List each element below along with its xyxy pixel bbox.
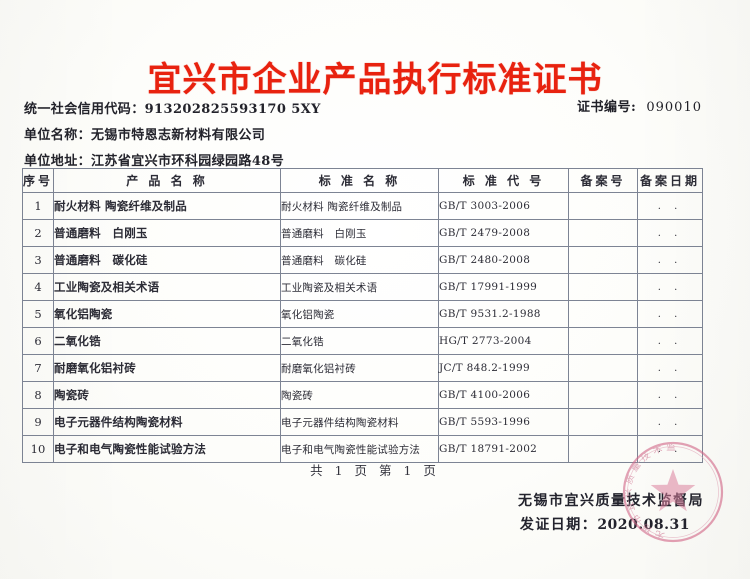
table-row: 1 耐火材料 陶瓷纤维及制品 耐火材料 陶瓷纤维及制品 GB/T 3003-2006.…: [22, 192, 703, 220]
cell-record-date: . .: [637, 300, 703, 328]
credit-code-value: 913202825593170 5XY: [144, 102, 321, 117]
page-title: 宜兴市企业产品执行标准证书: [147, 60, 603, 100]
cell-record-no: [568, 273, 638, 301]
cell-standard-name: 氧化铝陶瓷: [280, 300, 439, 328]
cell-index: 8: [22, 381, 54, 409]
cell-product-name: 普通磨料 碳化硅: [53, 246, 281, 274]
table-row: 5 氧化铝陶瓷 氧化铝陶瓷 GB/T 9531.2-1988. .: [22, 300, 703, 328]
cell-product-name: 耐火材料 陶瓷纤维及制品: [53, 192, 281, 220]
cell-record-no: [568, 219, 638, 247]
cell-standard-code: GB/T 5593-1996: [438, 408, 569, 436]
table-row: 4 工业陶瓷及相关术语 工业陶瓷及相关术语 GB/T 17991-1999. .: [22, 273, 703, 301]
unit-name-label: 单位名称：: [24, 128, 92, 143]
cell-product-name: 电子和电气陶瓷性能试验方法: [53, 435, 281, 463]
cell-record-date: . .: [637, 408, 703, 436]
issue-date: 发证日期：2020.08.31: [520, 514, 690, 534]
cell-record-date: . .: [637, 273, 703, 301]
cell-standard-code: JC/T 848.2-1999: [438, 354, 569, 382]
table-row: 6 二氧化锆 二氧化锆 HG/T 2773-2004. .: [22, 327, 703, 355]
column-header-record-no: 备案号: [568, 168, 638, 193]
table-header-row: 序号 产 品 名 称 标 准 名 称 标 准 代 号 备案号 备案日期: [22, 168, 703, 193]
table-row: 9 电子元器件结构陶瓷材料 电子元器件结构陶瓷材料 GB/T 5593-1996. .: [22, 408, 703, 436]
cell-record-date: . .: [637, 381, 703, 409]
cell-index: 4: [22, 273, 54, 301]
unit-name-line: 单位名称：无锡市特恩志新材料有限公司: [24, 124, 265, 143]
cell-record-no: [568, 354, 638, 382]
cell-product-name: 电子元器件结构陶瓷材料: [53, 408, 281, 436]
cell-index: 2: [22, 219, 54, 247]
cell-standard-code: GB/T 4100-2006: [438, 381, 569, 409]
unit-address-label: 单位地址：: [24, 154, 92, 169]
credit-code-line: 统一社会信用代码：913202825593170 5XY: [24, 98, 321, 117]
column-header-standard-code: 标 准 代 号: [438, 168, 569, 193]
cell-standard-code: GB/T 17991-1999: [438, 273, 569, 301]
cell-record-date: . .: [637, 246, 703, 274]
cell-record-no: [568, 381, 638, 409]
column-header-index: 序号: [22, 168, 54, 193]
issue-date-label: 发证日期：: [519, 517, 598, 533]
cell-product-name: 氧化铝陶瓷: [53, 300, 281, 328]
cell-index: 1: [22, 192, 54, 220]
cell-standard-name: 电子元器件结构陶瓷材料: [280, 408, 439, 436]
cell-record-no: [568, 408, 638, 436]
cell-standard-code: GB/T 2480-2008: [438, 246, 569, 274]
cell-index: 5: [22, 300, 54, 328]
cell-index: 6: [22, 327, 54, 355]
cell-record-date: . .: [637, 354, 703, 382]
issue-date-value: 2020.08.31: [597, 517, 690, 533]
cell-record-no: [568, 435, 638, 463]
cell-standard-name: 工业陶瓷及相关术语: [280, 273, 439, 301]
unit-name-value: 无锡市特恩志新材料有限公司: [91, 128, 266, 143]
cell-product-name: 二氧化锆: [53, 327, 281, 355]
cell-record-date: . .: [637, 327, 703, 355]
cell-record-date: . .: [637, 435, 703, 463]
cell-product-name: 普通磨料 白刚玉: [53, 219, 281, 247]
column-header-standard-name: 标 准 名 称: [280, 168, 439, 193]
cell-standard-code: HG/T 2773-2004: [438, 327, 569, 355]
standards-table: 序号 产 品 名 称 标 准 名 称 标 准 代 号 备案号 备案日期 1 耐火材…: [22, 168, 703, 463]
cell-index: 3: [22, 246, 54, 274]
cell-standard-name: 电子和电气陶瓷性能试验方法: [280, 435, 439, 463]
cell-standard-code: GB/T 3003-2006: [438, 192, 569, 220]
table-row: 8 陶瓷砖 陶瓷砖 GB/T 4100-2006. .: [22, 381, 703, 409]
cell-record-no: [568, 327, 638, 355]
cell-index: 7: [22, 354, 54, 382]
cell-standard-code: GB/T 18791-2002: [438, 435, 569, 463]
cell-product-name: 耐磨氧化铝衬砖: [53, 354, 281, 382]
cell-product-name: 陶瓷砖: [53, 381, 281, 409]
issuing-authority: 无锡市宜兴质量技术监督局: [518, 493, 704, 509]
cell-record-no: [568, 192, 638, 220]
cell-standard-name: 普通磨料 白刚玉: [280, 219, 439, 247]
certificate-number-value: 090010: [646, 100, 702, 115]
cell-standard-name: 耐磨氧化铝衬砖: [280, 354, 439, 382]
cell-product-name: 工业陶瓷及相关术语: [53, 273, 281, 301]
cell-standard-code: GB/T 9531.2-1988: [438, 300, 569, 328]
cell-index: 10: [22, 435, 54, 463]
table-body: 1 耐火材料 陶瓷纤维及制品 耐火材料 陶瓷纤维及制品 GB/T 3003-2006.…: [22, 192, 703, 463]
cell-index: 9: [22, 408, 54, 436]
table-row: 2 普通磨料 白刚玉 普通磨料 白刚玉 GB/T 2479-2008. .: [22, 219, 703, 247]
table-row: 3 普通磨料 碳化硅 普通磨料 碳化硅 GB/T 2480-2008. .: [22, 246, 703, 274]
certificate-number-label: 证书编号:: [577, 100, 637, 115]
cell-record-no: [568, 300, 638, 328]
cell-standard-name: 二氧化锆: [280, 327, 439, 355]
certificate-number: 证书编号: 090010: [577, 96, 702, 115]
column-header-product: 产 品 名 称: [53, 168, 281, 193]
cell-record-date: . .: [637, 219, 703, 247]
cell-standard-code: GB/T 2479-2008: [438, 219, 569, 247]
column-header-record-date: 备案日期: [637, 168, 703, 193]
cell-record-no: [568, 246, 638, 274]
cell-record-date: . .: [637, 192, 703, 220]
cell-standard-name: 耐火材料 陶瓷纤维及制品: [280, 192, 439, 220]
page-mark: 共 1 页 第 1 页: [310, 463, 440, 478]
cell-standard-name: 普通磨料 碳化硅: [280, 246, 439, 274]
unit-address-value: 江苏省宜兴市环科园绿园路48号: [91, 154, 285, 169]
table-row: 7 耐磨氧化铝衬砖 耐磨氧化铝衬砖 JC/T 848.2-1999. .: [22, 354, 703, 382]
cell-standard-name: 陶瓷砖: [280, 381, 439, 409]
credit-code-label: 统一社会信用代码：: [24, 102, 145, 117]
unit-address-line: 单位地址：江苏省宜兴市环科园绿园路48号: [24, 150, 284, 169]
table-row: 10 电子和电气陶瓷性能试验方法 电子和电气陶瓷性能试验方法 GB/T 18791-2…: [22, 435, 703, 463]
